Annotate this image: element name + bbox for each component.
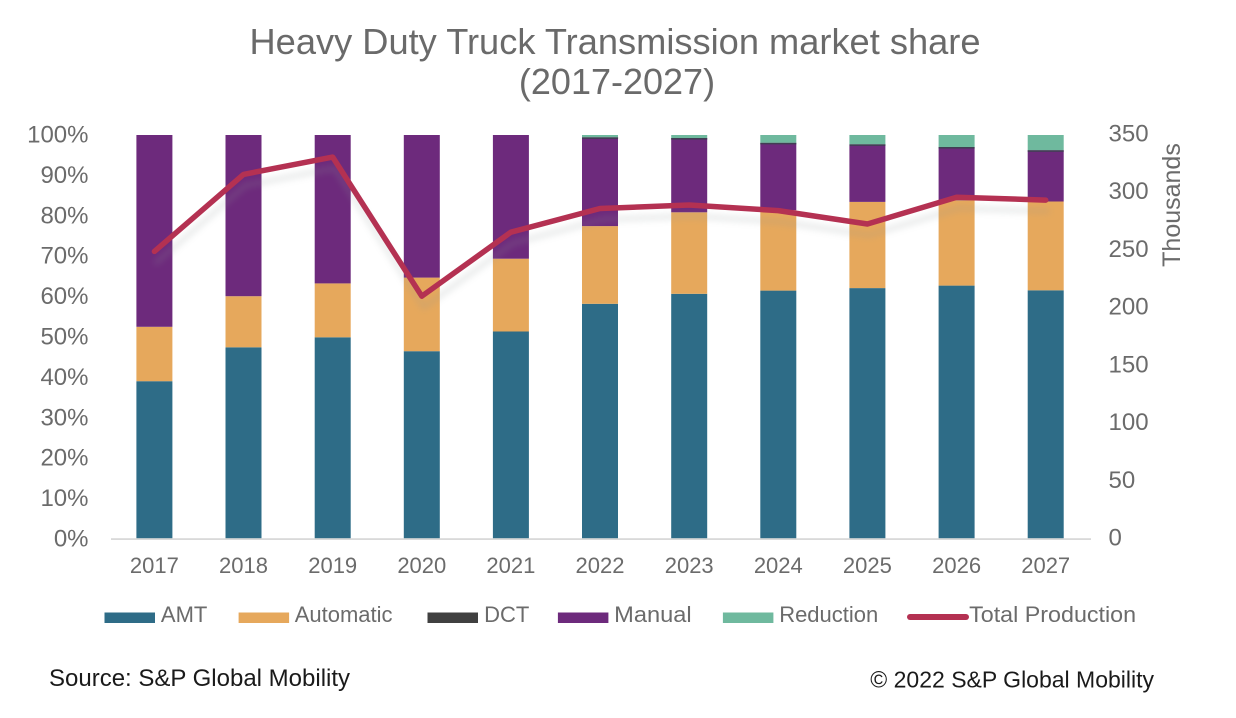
svg-text:Thousands: Thousands <box>1158 143 1186 267</box>
svg-text:2021: 2021 <box>486 553 535 578</box>
svg-text:60%: 60% <box>40 283 88 310</box>
svg-text:AMT: AMT <box>161 602 207 627</box>
svg-text:2026: 2026 <box>932 553 981 578</box>
svg-text:20%: 20% <box>40 445 88 472</box>
svg-text:2020: 2020 <box>397 553 446 578</box>
svg-text:30%: 30% <box>40 404 88 431</box>
svg-text:Reduction: Reduction <box>779 602 878 627</box>
svg-text:2025: 2025 <box>843 553 892 578</box>
svg-text:350: 350 <box>1109 121 1149 148</box>
svg-text:10%: 10% <box>40 485 88 512</box>
svg-text:200: 200 <box>1109 294 1149 321</box>
svg-text:Manual: Manual <box>614 602 692 627</box>
svg-text:150: 150 <box>1109 351 1149 378</box>
svg-text:2027: 2027 <box>1021 553 1070 578</box>
svg-text:100%: 100% <box>27 122 88 149</box>
svg-text:Total Production: Total Production <box>969 602 1136 627</box>
svg-text:© 2022 S&P Global Mobility: © 2022 S&P Global Mobility <box>870 667 1154 693</box>
svg-text:90%: 90% <box>40 162 88 189</box>
svg-text:Automatic: Automatic <box>295 602 393 627</box>
svg-text:2024: 2024 <box>754 553 803 578</box>
svg-text:100: 100 <box>1109 409 1149 436</box>
svg-text:300: 300 <box>1109 178 1149 205</box>
svg-text:50: 50 <box>1109 467 1136 494</box>
svg-text:250: 250 <box>1109 236 1149 263</box>
svg-text:2018: 2018 <box>219 553 268 578</box>
svg-text:(2017-2027): (2017-2027) <box>519 61 715 102</box>
svg-text:2019: 2019 <box>308 553 357 578</box>
svg-text:50%: 50% <box>40 324 88 351</box>
svg-text:2017: 2017 <box>130 553 179 578</box>
svg-text:0: 0 <box>1109 525 1122 552</box>
svg-text:80%: 80% <box>40 202 88 229</box>
svg-text:70%: 70% <box>40 243 88 270</box>
svg-text:Heavy Duty Truck Transmission: Heavy Duty Truck Transmission market sha… <box>250 21 981 62</box>
svg-text:DCT: DCT <box>484 602 529 627</box>
svg-text:Source: S&P Global Mobility: Source: S&P Global Mobility <box>49 665 350 692</box>
svg-text:40%: 40% <box>40 364 88 391</box>
svg-text:2023: 2023 <box>665 553 714 578</box>
svg-text:2022: 2022 <box>576 553 625 578</box>
svg-text:0%: 0% <box>54 526 89 553</box>
